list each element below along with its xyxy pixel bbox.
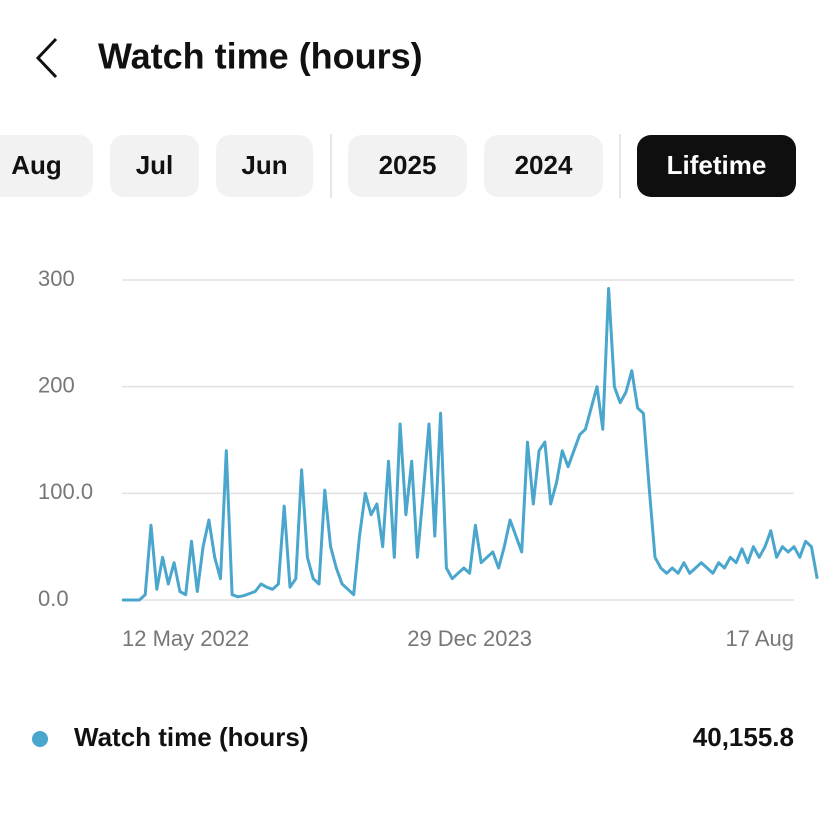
tab[interactable] (637, 135, 796, 197)
y-tick-label: 100.0 (38, 479, 93, 504)
tab[interactable] (348, 135, 467, 197)
tab[interactable] (484, 135, 603, 197)
tab[interactable] (0, 135, 93, 197)
x-tick-label: 17 Aug (725, 626, 794, 651)
tab-label[interactable]: Lifetime (667, 150, 767, 180)
tab-label[interactable]: Jul (136, 150, 174, 180)
data-line (122, 287, 819, 602)
x-tick-label: 29 Dec 2023 (407, 626, 532, 651)
y-tick-label: 300 (38, 266, 75, 291)
back-button[interactable] (35, 37, 58, 79)
legend-total: 40,155.8 (693, 722, 794, 752)
tab-label[interactable]: 2025 (379, 150, 437, 180)
tab-label[interactable]: Aug (11, 150, 62, 180)
page-title: Watch time (hours) (98, 36, 423, 77)
legend-dot (32, 731, 48, 747)
tab[interactable] (110, 135, 199, 197)
y-tick-label: 0.0 (38, 586, 69, 611)
legend-label: Watch time (hours) (74, 722, 308, 752)
tab-label[interactable]: 2024 (515, 150, 573, 180)
x-tick-label: 12 May 2022 (122, 626, 249, 651)
y-tick-label: 200 (38, 372, 75, 397)
tab[interactable] (216, 135, 313, 197)
tab-label[interactable]: Jun (241, 150, 287, 180)
